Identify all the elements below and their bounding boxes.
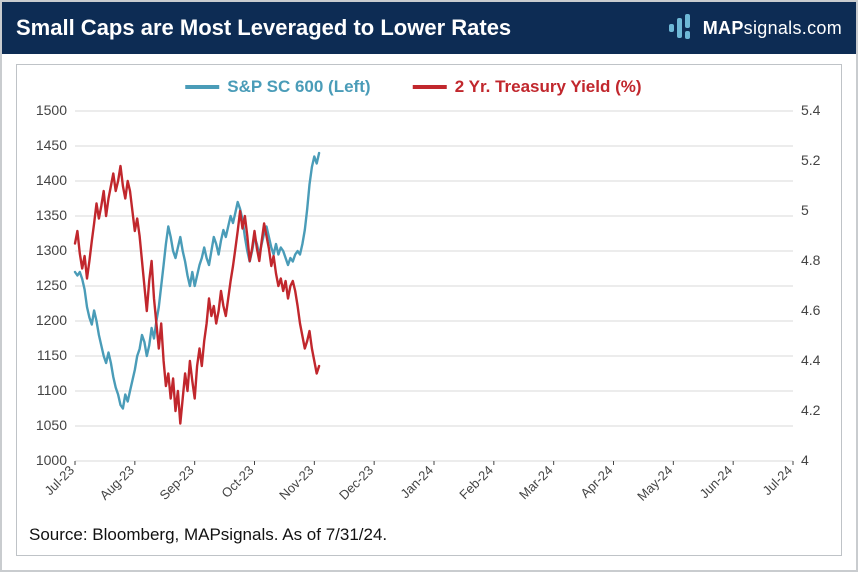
y-right-tick-label: 4.2: [801, 402, 821, 418]
y-left-tick-label: 1050: [36, 417, 67, 433]
y-left-tick-label: 1450: [36, 137, 67, 153]
source-note: Source: Bloomberg, MAPsignals. As of 7/3…: [29, 525, 387, 545]
y-left-tick-label: 1400: [36, 172, 67, 188]
x-tick-label: Dec-23: [336, 463, 376, 503]
legend-label-2: 2 Yr. Treasury Yield (%): [455, 77, 642, 96]
y-left-tick-label: 1500: [36, 102, 67, 118]
y-right-tick-label: 4.8: [801, 252, 821, 268]
y-right-tick-label: 4.4: [801, 352, 821, 368]
x-tick-label: Feb-24: [456, 463, 496, 503]
y-left-tick-label: 1100: [37, 382, 67, 398]
x-tick-label: Nov-23: [276, 463, 316, 503]
x-tick-label: Apr-24: [577, 463, 615, 501]
y-left-tick-label: 1250: [36, 277, 67, 293]
chart-svg: 1000105011001150120012501300135014001450…: [17, 65, 841, 515]
y-right-tick-label: 5.2: [801, 152, 821, 168]
legend-label-1: S&P SC 600 (Left): [227, 77, 370, 96]
y-left-tick-label: 1200: [36, 312, 67, 328]
chart-title: Small Caps are Most Leveraged to Lower R…: [16, 15, 511, 41]
title-bar: Small Caps are Most Leveraged to Lower R…: [2, 2, 856, 54]
y-right-tick-label: 4.6: [801, 302, 821, 318]
y-left-tick-label: 1350: [36, 207, 67, 223]
x-tick-label: May-24: [634, 463, 675, 504]
y-left-tick-label: 1150: [37, 347, 67, 363]
brand-bars-icon: [667, 14, 697, 42]
y-right-tick-label: 5.4: [801, 102, 821, 118]
y-right-tick-label: 5: [801, 202, 809, 218]
x-tick-label: Jun-24: [697, 463, 736, 502]
brand-text: MAPsignals.com: [703, 18, 842, 39]
series-2-line: [75, 166, 319, 424]
brand-logo: MAPsignals.com: [667, 14, 842, 42]
x-tick-label: Oct-23: [218, 463, 256, 501]
x-tick-label: Jul-24: [759, 463, 795, 499]
y-right-tick-label: 4: [801, 452, 809, 468]
x-tick-label: Jan-24: [397, 463, 436, 502]
y-left-tick-label: 1300: [36, 242, 67, 258]
x-tick-label: Aug-23: [97, 463, 137, 503]
x-tick-label: Sep-23: [157, 463, 197, 503]
x-tick-label: Mar-24: [516, 463, 556, 503]
chart-frame: Small Caps are Most Leveraged to Lower R…: [0, 0, 858, 572]
chart-panel: 1000105011001150120012501300135014001450…: [16, 64, 842, 556]
